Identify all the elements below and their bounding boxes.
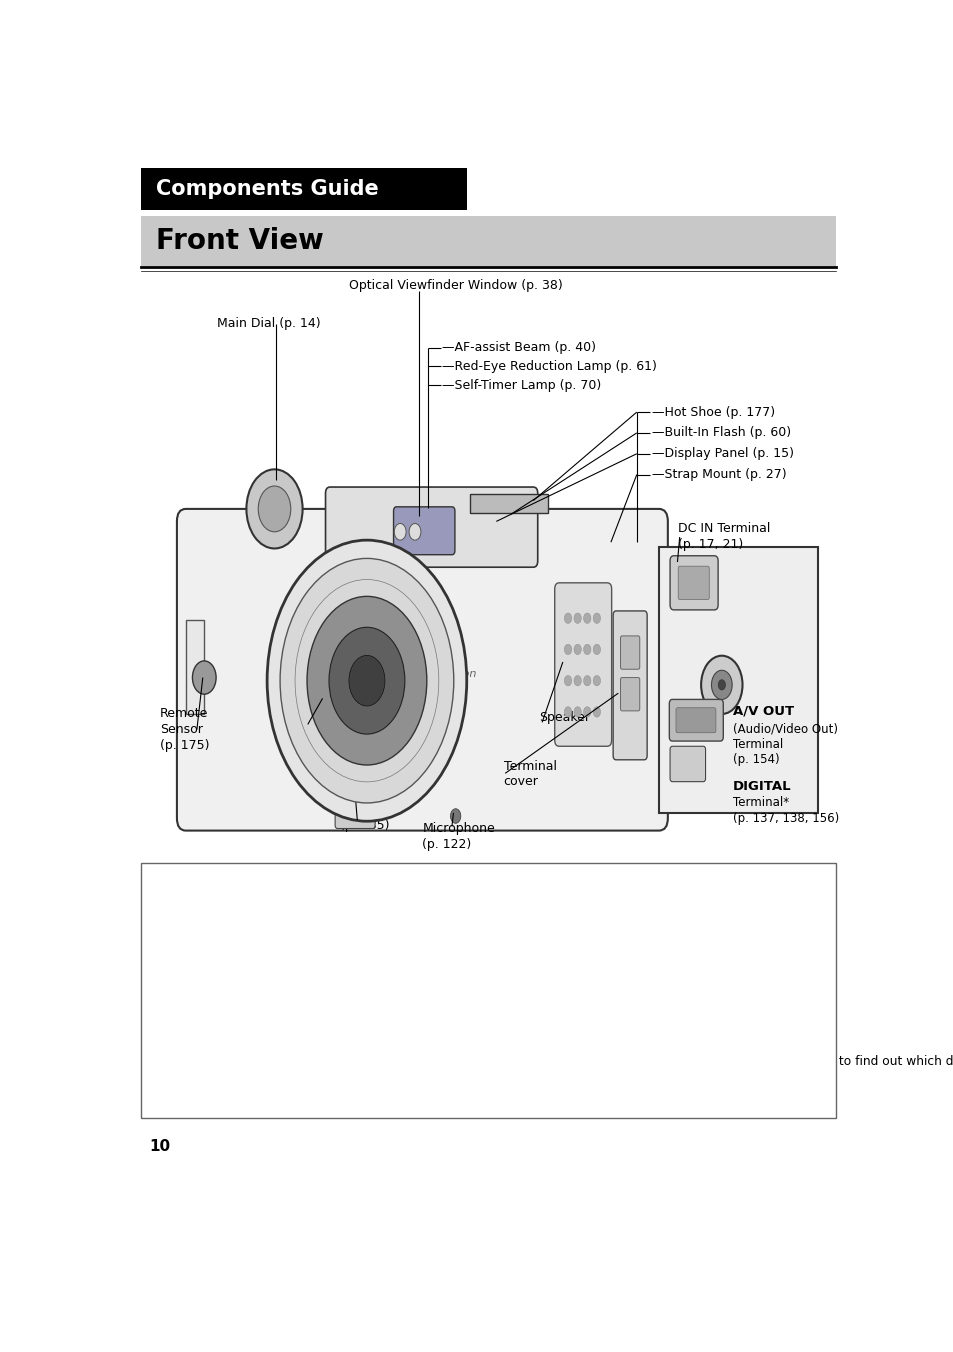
FancyBboxPatch shape [619,635,639,669]
Circle shape [349,656,384,706]
FancyBboxPatch shape [676,707,715,733]
Circle shape [258,485,291,531]
FancyBboxPatch shape [613,611,646,760]
Text: (p. 137, 138, 156): (p. 137, 138, 156) [732,811,839,825]
Text: —Built-In Flash (p. 60): —Built-In Flash (p. 60) [651,426,790,439]
Text: Terminal*: Terminal* [732,796,788,808]
FancyBboxPatch shape [141,216,836,266]
Circle shape [700,656,741,714]
Text: (Audio/Video Out): (Audio/Video Out) [732,722,837,735]
Text: (p. 185): (p. 185) [339,819,389,831]
Text: Canon: Canon [441,669,476,680]
Text: DC IN Terminal: DC IN Terminal [678,522,770,535]
Text: •Direct Print Compatible Printer (CP series, optional): USB Interface Cable IFC-: •Direct Print Compatible Printer (CP ser… [152,925,639,938]
Text: Optical Viewfinder Window (p. 38): Optical Viewfinder Window (p. 38) [349,279,562,292]
Circle shape [574,612,580,623]
FancyBboxPatch shape [669,699,722,741]
Text: —Display Panel (p. 15): —Display Panel (p. 15) [651,448,793,460]
FancyBboxPatch shape [141,863,836,1118]
Circle shape [450,808,460,823]
Circle shape [718,680,724,690]
Text: * To connect the camera to a computer or printer, use one of the following cable: * To connect the camera to a computer or… [152,873,657,887]
Circle shape [564,676,571,685]
Text: •Computer: USB Interface Cable IFC-300PCU (supplied with this camera): •Computer: USB Interface Cable IFC-300PC… [152,899,605,913]
Text: Terminal: Terminal [732,738,782,750]
Text: (p. 154): (p. 154) [732,753,779,767]
Circle shape [574,707,580,717]
Text: printers (CP series) can be used with this camera.: printers (CP series) can be used with th… [152,1082,466,1095]
FancyBboxPatch shape [678,566,708,599]
Circle shape [564,612,571,623]
Text: —Hot Shoe (p. 177): —Hot Shoe (p. 177) [651,406,774,419]
FancyBboxPatch shape [335,798,375,829]
Text: DIGITAL: DIGITAL [732,780,791,794]
Text: (p. 175): (p. 175) [160,738,210,752]
Text: A/V OUT: A/V OUT [732,704,793,718]
Circle shape [593,645,600,654]
Circle shape [564,645,571,654]
Text: with direct print compatible printers): with direct print compatible printers) [152,977,395,991]
Text: Components Guide: Components Guide [156,180,378,199]
Text: (p. 17, 21): (p. 17, 21) [678,538,742,550]
FancyBboxPatch shape [325,487,537,568]
Text: Main Dial (p. 14): Main Dial (p. 14) [216,318,320,330]
Circle shape [574,645,580,654]
Circle shape [394,523,406,541]
FancyBboxPatch shape [394,507,455,554]
FancyBboxPatch shape [186,621,204,714]
Circle shape [267,541,466,821]
Circle shape [583,612,590,623]
Text: COPY: COPY [210,585,590,707]
Bar [470,495,547,512]
Circle shape [329,627,404,734]
FancyBboxPatch shape [669,746,705,781]
Text: —Red-Eye Reduction Lamp (p. 61): —Red-Eye Reduction Lamp (p. 61) [442,360,657,373]
Circle shape [574,676,580,685]
Circle shape [564,707,571,717]
Circle shape [246,469,302,549]
Text: Front View: Front View [156,227,324,256]
FancyBboxPatch shape [619,677,639,711]
Circle shape [193,661,216,694]
Text: Microphone: Microphone [422,822,495,836]
FancyBboxPatch shape [554,583,611,746]
Text: —Strap Mount (p. 27): —Strap Mount (p. 27) [651,468,785,481]
Circle shape [280,558,454,803]
Text: Release: Release [339,788,389,800]
Circle shape [583,645,590,654]
Circle shape [583,676,590,685]
Text: (p. 122): (p. 122) [422,838,471,850]
Circle shape [593,676,600,685]
Text: Please refer to your: Please refer to your [152,1056,285,1068]
FancyBboxPatch shape [659,548,817,813]
Text: System Map: System Map [628,1056,703,1068]
Circle shape [711,671,731,699]
Text: —AF-assist Beam (p. 40): —AF-assist Beam (p. 40) [442,341,596,354]
Text: 300PCU (supplied with this camera) or Direct Interface Cable DIF-100 (supplied: 300PCU (supplied with this camera) or Di… [152,952,654,964]
Text: Sensor: Sensor [160,723,203,735]
Text: Lens: Lens [294,713,324,726]
Circle shape [593,612,600,623]
FancyBboxPatch shape [669,556,718,610]
Text: Terminal: Terminal [503,760,557,772]
Text: Bubble Jet Printer user guide.: Bubble Jet Printer user guide. [152,1029,348,1042]
Text: to find out which direct print function compatible: to find out which direct print function … [835,1056,953,1068]
Circle shape [307,596,426,765]
Text: •Bubble Jet Printer with the direct print function (optional): Please refer to t: •Bubble Jet Printer with the direct prin… [152,1003,638,1017]
Circle shape [583,707,590,717]
Text: cover: cover [503,775,538,788]
Text: —Self-Timer Lamp (p. 70): —Self-Timer Lamp (p. 70) [442,379,601,392]
FancyBboxPatch shape [176,508,667,830]
Text: Speaker: Speaker [538,711,590,723]
Circle shape [593,707,600,717]
FancyBboxPatch shape [141,169,466,210]
Text: Button: Button [339,803,381,817]
Text: 10: 10 [149,1138,170,1153]
Text: Remote: Remote [160,707,208,721]
Circle shape [409,523,420,541]
Text: Ring: Ring [339,772,367,786]
